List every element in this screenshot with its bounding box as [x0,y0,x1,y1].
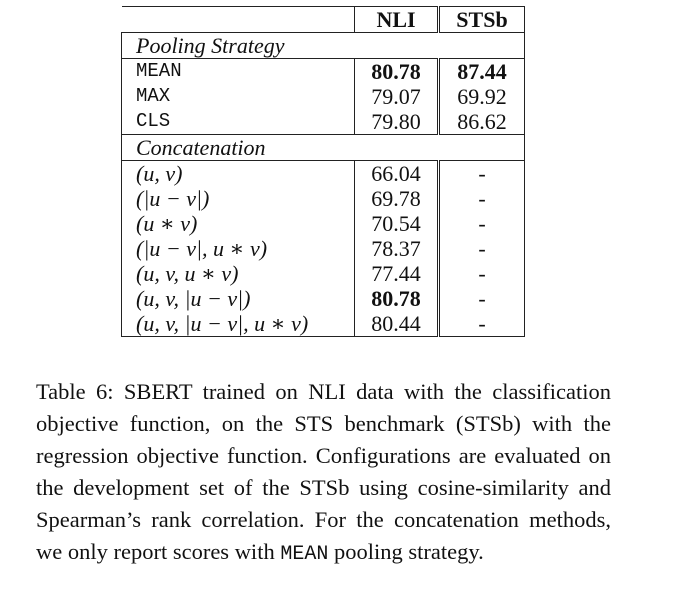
row-label: (u, v, |u − v|) [121,286,355,311]
row-label: (u, v, |u − v|, u ∗ v) [121,311,355,337]
stsb-score: - [438,261,525,286]
stsb-score: 87.44 [438,58,525,84]
nli-score: 69.78 [354,186,440,211]
nli-score: 79.80 [354,109,440,135]
nli-score: 66.04 [354,160,440,186]
section-header-row: Pooling Strategy [121,32,525,59]
row-label: MEAN [121,58,355,84]
caption-text-end: pooling strategy. [328,539,484,564]
nli-score: 80.78 [354,58,440,84]
nli-score: 77.44 [354,261,440,286]
header-col-config [121,6,355,33]
header-col-nli: NLI [354,6,440,33]
table-row: (u, v, |u − v|, u ∗ v) 80.44- [121,311,525,337]
stsb-score: 69.92 [438,84,525,109]
table-row: (u, v, |u − v|) 80.78- [121,286,525,311]
table-row: MAX 79.07 69.92 [121,84,525,109]
row-label: (u, v, u ∗ v) [121,261,355,286]
stsb-score: 86.62 [438,109,525,135]
table-row: MEAN 80.78 87.44 [121,58,525,84]
stsb-score: - [438,286,525,311]
table-row: (|u − v|, u ∗ v) 78.37- [121,236,525,261]
stsb-score: - [438,311,525,337]
stsb-score: - [438,186,525,211]
caption-text: Table 6: SBERT trained on NLI data with … [36,379,611,564]
table-row: CLS 79.80 86.62 [121,109,525,135]
stsb-score: - [438,236,525,261]
nli-score: 79.07 [354,84,440,109]
table-header-row: NLI STSb [121,6,525,33]
row-label: (u, v) [121,160,355,186]
caption-mono-word: MEAN [280,543,329,566]
table-row: (|u − v|) 69.78- [121,186,525,211]
table-row: (u, v, u ∗ v) 77.44- [121,261,525,286]
nli-score: 80.78 [354,286,440,311]
table-row: (u ∗ v) 70.54- [121,211,525,236]
nli-score: 70.54 [354,211,440,236]
results-table: NLI STSb Pooling Strategy MEAN 80.78 87.44 M… [121,6,525,337]
stsb-score: - [438,211,525,236]
section-title: Concatenation [121,134,525,161]
section-header-row: Concatenation [121,134,525,161]
section-title: Pooling Strategy [121,32,525,59]
row-label: MAX [121,84,355,109]
row-label: CLS [121,109,355,135]
table-caption: Table 6: SBERT trained on NLI data with … [36,376,611,571]
row-label: (|u − v|) [121,186,355,211]
row-label: (u ∗ v) [121,211,355,236]
nli-score: 78.37 [354,236,440,261]
row-label: (|u − v|, u ∗ v) [121,236,355,261]
nli-score: 80.44 [354,311,440,337]
header-col-stsb: STSb [438,6,525,33]
table-row: (u, v) 66.04- [121,160,525,186]
stsb-score: - [438,160,525,186]
